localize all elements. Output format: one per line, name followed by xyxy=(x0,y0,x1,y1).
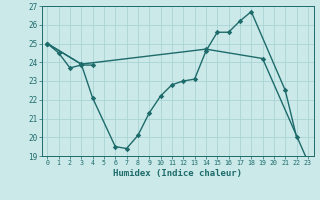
X-axis label: Humidex (Indice chaleur): Humidex (Indice chaleur) xyxy=(113,169,242,178)
